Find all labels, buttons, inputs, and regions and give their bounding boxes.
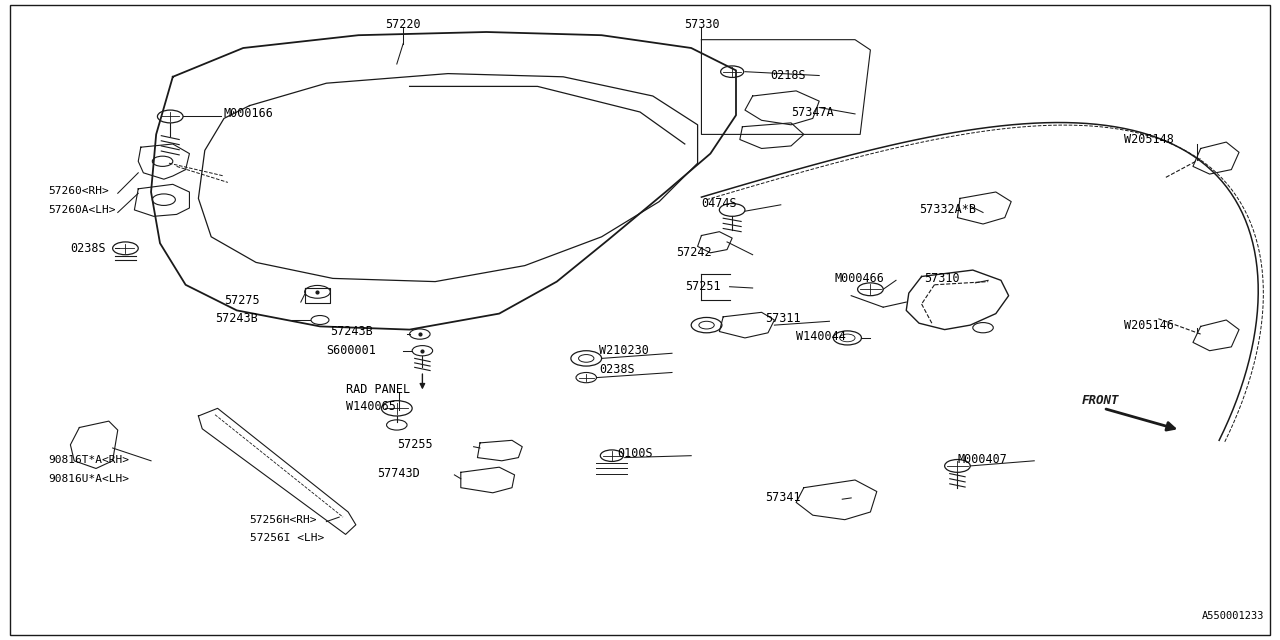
Text: FRONT: FRONT (1082, 394, 1119, 406)
Text: W140065: W140065 (346, 400, 396, 413)
Text: 0100S: 0100S (617, 447, 653, 460)
Text: 57251: 57251 (685, 280, 721, 293)
Text: 57243B: 57243B (330, 325, 372, 338)
Text: W205146: W205146 (1124, 319, 1174, 332)
Text: 57341: 57341 (765, 492, 801, 504)
Text: A550001233: A550001233 (1202, 611, 1265, 621)
Text: W140044: W140044 (796, 330, 846, 342)
Text: 57743D: 57743D (378, 467, 420, 480)
Text: 57311: 57311 (765, 312, 801, 325)
Text: 0238S: 0238S (599, 364, 635, 376)
Text: 57256I <LH>: 57256I <LH> (250, 532, 324, 543)
Text: 57242: 57242 (676, 246, 712, 259)
Text: 57332A*B: 57332A*B (919, 204, 977, 216)
Text: RAD PANEL: RAD PANEL (346, 383, 410, 396)
Text: 57330: 57330 (684, 18, 719, 31)
Text: 90816T*A<RH>: 90816T*A<RH> (49, 454, 129, 465)
Text: W205148: W205148 (1124, 133, 1174, 146)
Text: 57256H<RH>: 57256H<RH> (250, 515, 317, 525)
Text: 57260A<LH>: 57260A<LH> (49, 205, 116, 215)
Text: 57347A: 57347A (791, 106, 833, 118)
Text: W210230: W210230 (599, 344, 649, 357)
Text: 57243B: 57243B (215, 312, 257, 325)
Text: 57260<RH>: 57260<RH> (49, 186, 109, 196)
Text: 90816U*A<LH>: 90816U*A<LH> (49, 474, 129, 484)
Text: 57310: 57310 (924, 272, 960, 285)
Text: S600001: S600001 (326, 344, 376, 357)
Text: M000466: M000466 (835, 272, 884, 285)
Text: M000407: M000407 (957, 453, 1007, 466)
Text: 0218S: 0218S (771, 69, 806, 82)
Text: 0474S: 0474S (701, 197, 737, 210)
Text: 0238S: 0238S (70, 242, 106, 255)
Text: 57220: 57220 (385, 18, 421, 31)
Text: 57255: 57255 (397, 438, 433, 451)
Text: 57275: 57275 (224, 294, 260, 307)
Text: M000166: M000166 (224, 108, 274, 120)
